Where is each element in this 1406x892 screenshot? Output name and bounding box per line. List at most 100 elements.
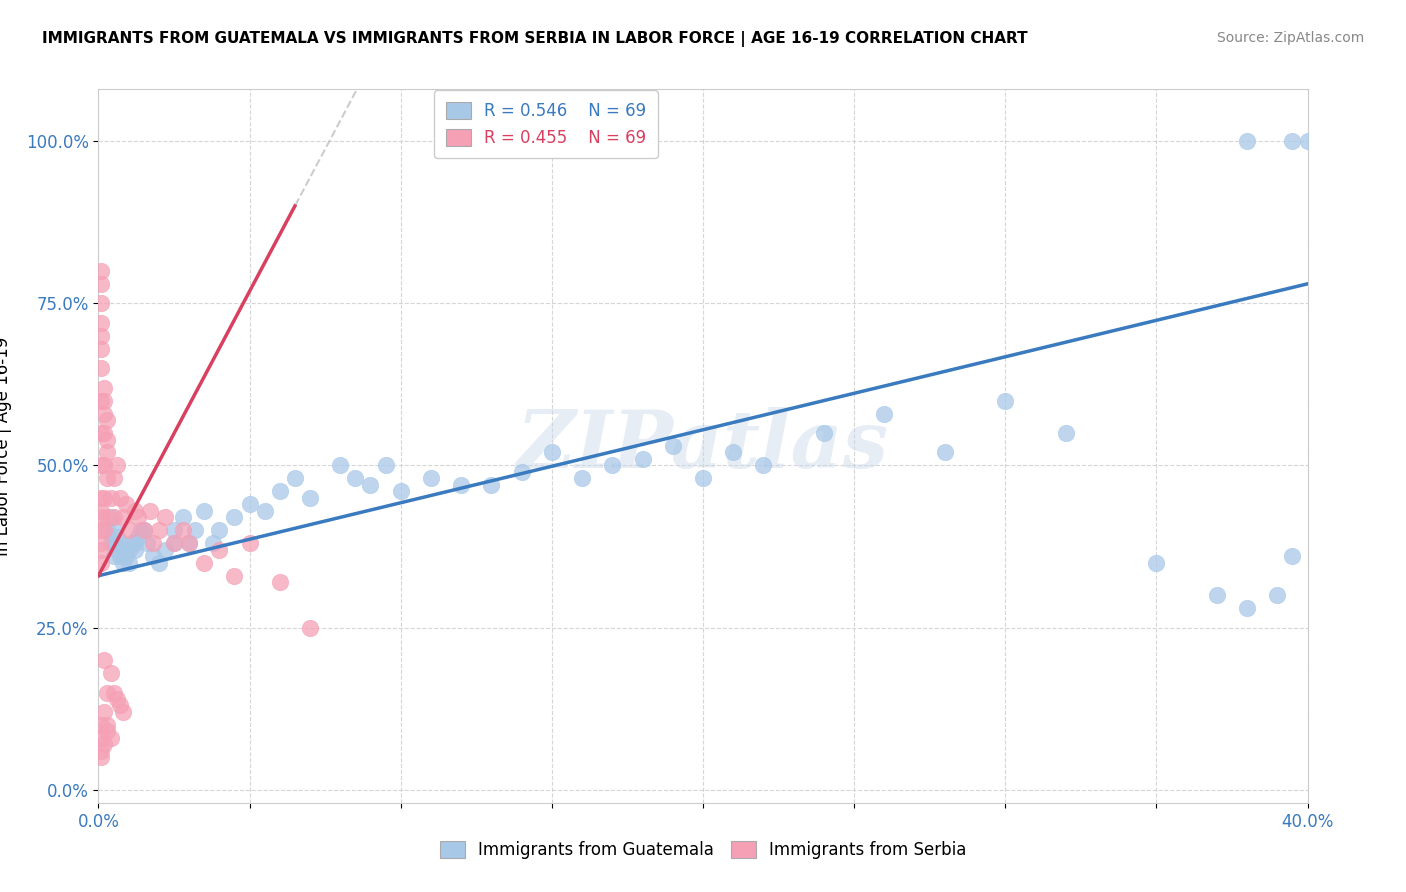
Point — [103, 524, 125, 538]
Point — [153, 542, 176, 557]
Point — [90, 425, 112, 440]
Point — [90, 536, 112, 550]
Point — [100, 510, 122, 524]
Point — [100, 666, 122, 681]
Point — [90, 361, 112, 376]
Point — [132, 524, 155, 538]
Point — [93, 393, 115, 408]
Point — [105, 542, 128, 557]
Point — [179, 536, 201, 550]
Point — [90, 542, 112, 557]
Point — [934, 445, 956, 459]
Point — [193, 556, 215, 570]
Point — [163, 536, 186, 550]
Point — [1144, 556, 1167, 570]
Legend: Immigrants from Guatemala, Immigrants from Serbia: Immigrants from Guatemala, Immigrants fr… — [433, 834, 973, 866]
Point — [111, 542, 134, 557]
Point — [93, 491, 115, 505]
Point — [103, 549, 125, 564]
Point — [142, 549, 165, 564]
Point — [96, 524, 118, 538]
Point — [481, 478, 503, 492]
Point — [224, 510, 246, 524]
Point — [208, 542, 231, 557]
Point — [184, 524, 207, 538]
Point — [692, 471, 714, 485]
Point — [135, 536, 157, 550]
Point — [105, 458, 128, 473]
Point — [1054, 425, 1077, 440]
Point — [269, 575, 291, 590]
Point — [752, 458, 775, 473]
Point — [93, 705, 115, 719]
Point — [224, 568, 246, 582]
Point — [90, 277, 112, 291]
Point — [96, 433, 118, 447]
Point — [93, 738, 115, 752]
Point — [96, 471, 118, 485]
Point — [344, 471, 367, 485]
Point — [108, 491, 131, 505]
Point — [132, 524, 155, 538]
Point — [139, 504, 162, 518]
Point — [450, 478, 472, 492]
Point — [661, 439, 683, 453]
Point — [148, 556, 170, 570]
Point — [96, 718, 118, 732]
Point — [1296, 134, 1319, 148]
Point — [105, 530, 128, 544]
Point — [114, 549, 136, 564]
Point — [90, 393, 112, 408]
Point — [1281, 134, 1303, 148]
Point — [124, 536, 146, 550]
Point — [193, 504, 215, 518]
Point — [108, 698, 131, 713]
Point — [1267, 588, 1289, 602]
Point — [118, 542, 141, 557]
Point — [172, 510, 194, 524]
Point — [93, 407, 115, 421]
Point — [108, 549, 131, 564]
Point — [994, 393, 1017, 408]
Point — [172, 524, 194, 538]
Point — [1236, 601, 1258, 615]
Point — [90, 458, 112, 473]
Y-axis label: In Labor Force | Age 16-19: In Labor Force | Age 16-19 — [0, 336, 11, 556]
Point — [96, 724, 118, 739]
Point — [103, 536, 125, 550]
Point — [163, 536, 186, 550]
Text: IMMIGRANTS FROM GUATEMALA VS IMMIGRANTS FROM SERBIA IN LABOR FORCE | AGE 16-19 C: IMMIGRANTS FROM GUATEMALA VS IMMIGRANTS … — [42, 31, 1028, 47]
Point — [723, 445, 745, 459]
Point — [111, 510, 134, 524]
Point — [90, 556, 112, 570]
Point — [90, 510, 112, 524]
Point — [127, 530, 149, 544]
Point — [93, 458, 115, 473]
Point — [420, 471, 443, 485]
Point — [360, 478, 382, 492]
Point — [510, 465, 533, 479]
Point — [90, 316, 112, 330]
Point — [299, 491, 322, 505]
Point — [108, 536, 131, 550]
Point — [179, 536, 201, 550]
Point — [100, 491, 122, 505]
Point — [118, 556, 141, 570]
Point — [103, 510, 125, 524]
Point — [93, 524, 115, 538]
Point — [103, 471, 125, 485]
Point — [111, 705, 134, 719]
Point — [269, 484, 291, 499]
Point — [90, 491, 112, 505]
Point — [100, 536, 122, 550]
Point — [90, 731, 112, 745]
Point — [93, 381, 115, 395]
Point — [299, 621, 322, 635]
Point — [90, 744, 112, 758]
Point — [121, 536, 143, 550]
Point — [253, 504, 276, 518]
Point — [148, 524, 170, 538]
Point — [90, 504, 112, 518]
Text: ZIPatlas: ZIPatlas — [517, 408, 889, 484]
Point — [873, 407, 896, 421]
